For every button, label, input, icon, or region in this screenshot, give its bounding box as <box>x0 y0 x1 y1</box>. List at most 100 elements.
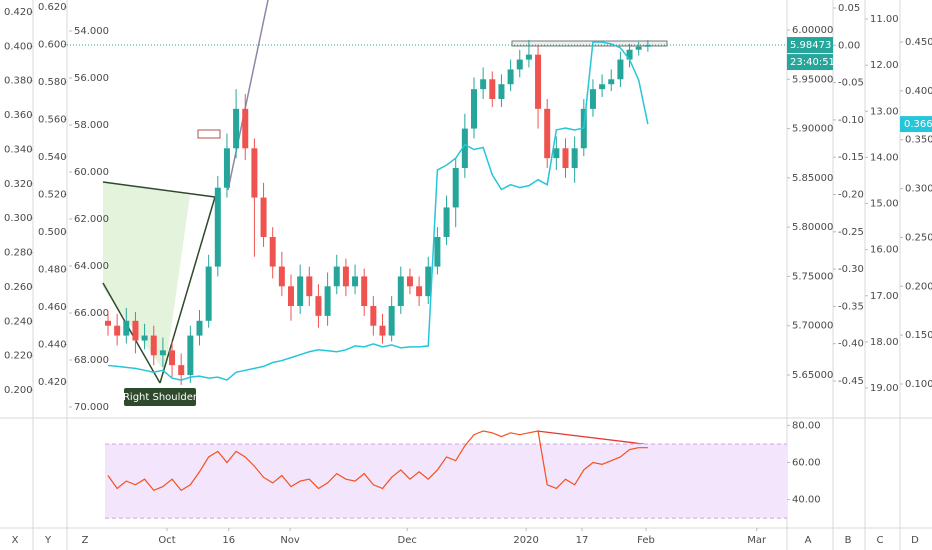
y-tick-label: 80.00 <box>792 420 821 431</box>
axis-name: A <box>805 535 812 546</box>
y-tick-label: 0.150 <box>905 330 932 341</box>
y-tick-label: 0.100 <box>905 379 932 390</box>
y-tick-label: 0.400 <box>4 41 33 52</box>
y-tick-label: 0.05 <box>838 3 860 14</box>
y-tick-label: 5.80000 <box>792 222 833 233</box>
y-tick-label: 5.75000 <box>792 271 833 282</box>
y-tick-label: 0.450 <box>905 37 932 48</box>
candle-body <box>498 84 505 99</box>
candle-body <box>571 148 578 168</box>
y-tick-label: 60.000 <box>74 167 109 178</box>
y-tick-label: 14.00 <box>870 152 899 163</box>
axis-name: Y <box>44 535 52 546</box>
candle-body <box>626 49 633 60</box>
y-tick-label: -0.10 <box>838 115 864 126</box>
candle-body <box>599 84 606 90</box>
box-drawing <box>511 40 668 47</box>
y-tick-label: 16.00 <box>870 245 899 256</box>
axis-name: X <box>12 535 19 546</box>
candle-body <box>260 197 267 237</box>
x-tick-label: Nov <box>280 535 300 546</box>
candle-body <box>535 54 542 109</box>
annotation: Right Shoulder <box>123 392 198 403</box>
candle-body <box>425 266 432 297</box>
candle-body <box>507 69 514 85</box>
countdown-badge <box>787 54 833 71</box>
candle-body <box>461 128 468 168</box>
y-tick-label: 0.200 <box>905 281 932 292</box>
price-badge-label: 5.98473 <box>790 40 831 51</box>
y-tick-label: 0.520 <box>38 190 67 201</box>
y-tick-label: 0.560 <box>38 115 67 126</box>
y-tick-label: 0.480 <box>38 265 67 276</box>
y-tick-label: 0.340 <box>4 144 33 155</box>
y-tick-label: -0.35 <box>838 301 864 312</box>
candle-body <box>452 168 459 208</box>
price-badge <box>787 37 833 54</box>
y-tick-label: 66.000 <box>74 308 109 319</box>
x-tick-label: Mar <box>747 535 767 546</box>
y-tick-label: 0.620 <box>38 2 67 13</box>
y-tick-label: 70.000 <box>74 402 109 413</box>
pattern-shade <box>103 182 190 372</box>
y-tick-label: 68.000 <box>74 355 109 366</box>
y-tick-label: 5.95000 <box>792 74 833 85</box>
y-tick-label: 0.320 <box>4 179 33 190</box>
x-tick-label: Dec <box>398 535 417 546</box>
y-tick-label: 0.420 <box>38 377 67 388</box>
y-tick-label: -0.05 <box>838 78 864 89</box>
trend-line <box>227 0 269 191</box>
candle-body <box>471 89 477 129</box>
y-tick-label: 5.85000 <box>792 173 833 184</box>
y-tick-label: 0.580 <box>38 77 67 88</box>
countdown: 23:40:51 <box>790 57 835 68</box>
x-tick-label: Feb <box>637 535 655 546</box>
candle-body <box>388 306 395 336</box>
annotation-box <box>124 388 196 406</box>
candle-body <box>644 45 651 47</box>
candle-body <box>269 237 276 267</box>
y-tick-label: 5.70000 <box>792 321 833 332</box>
candle-body <box>297 276 304 306</box>
pattern-line <box>102 181 216 198</box>
y-tick-label: 0.360 <box>4 110 33 121</box>
candle-body <box>214 187 221 267</box>
y-tick-label: 0.440 <box>38 340 67 351</box>
candle-body <box>608 79 615 85</box>
candle-body <box>553 148 560 159</box>
candle-body <box>178 365 185 375</box>
candle-body <box>333 266 340 287</box>
x-tick-label: Oct <box>158 535 175 546</box>
y-tick-label: 0.300 <box>4 213 33 224</box>
candle-body <box>379 325 386 336</box>
y-tick-label: 0.380 <box>4 76 33 87</box>
y-tick-label: -0.45 <box>838 376 864 387</box>
candle-body <box>397 276 404 306</box>
candle-body <box>617 59 624 80</box>
y-tick-label: 0.350 <box>905 135 932 146</box>
y-tick-label: -0.25 <box>838 227 864 238</box>
y-tick-label: 6.00000 <box>792 25 833 36</box>
candle-body <box>342 266 349 287</box>
candle-body <box>223 148 230 188</box>
candle-body <box>489 79 496 99</box>
candle-body <box>187 335 194 375</box>
price-badge <box>900 116 932 133</box>
y-tick-label: 5.90000 <box>792 124 833 135</box>
candle-body <box>589 89 596 109</box>
candle-body <box>370 306 377 326</box>
candle-body <box>525 54 532 60</box>
candle-body <box>150 335 157 356</box>
candle-body <box>443 207 450 237</box>
rsi-line <box>107 430 648 492</box>
axis-name: Z <box>82 535 89 546</box>
y-tick-label: 0.200 <box>4 385 33 396</box>
candle-body <box>480 79 487 90</box>
candle-body <box>205 266 212 321</box>
y-tick-label: 17.00 <box>870 291 899 302</box>
y-tick-label: 0.220 <box>4 351 33 362</box>
x-tick-label: 16 <box>222 535 235 546</box>
y-tick-label: 0.600 <box>38 40 67 51</box>
candle-body <box>141 335 148 341</box>
